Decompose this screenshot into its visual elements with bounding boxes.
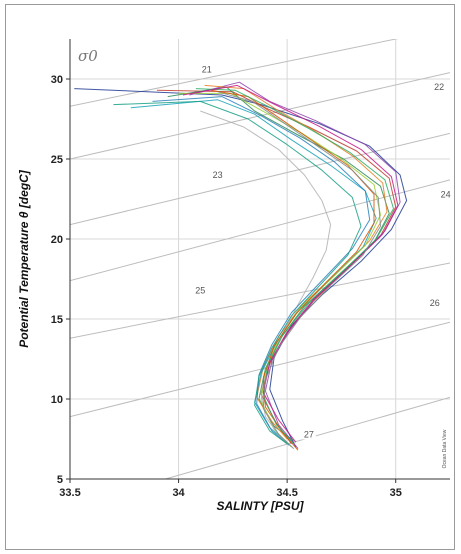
profile-line [211, 89, 375, 451]
axis-ticks: 33.5 34 34.5 35 5 10 15 20 25 30 [51, 74, 402, 499]
y-axis-title: Potential Temperature θ [degC] [17, 169, 31, 348]
ts-diagram: 21 22 23 24 25 26 27 33.5 34 34.5 35 5 10 15 20 25 30 σ… [17, 39, 453, 513]
profile-line [200, 110, 332, 438]
plot-area [70, 39, 450, 479]
profile-line [113, 100, 362, 445]
density-contour-line [70, 321, 450, 418]
profile-line [204, 84, 388, 440]
y-tick-label: 10 [51, 394, 63, 406]
x-tick-label: 35 [390, 487, 402, 499]
density-contour-label: 21 [202, 65, 212, 75]
density-contour-label: 23 [213, 170, 223, 180]
y-tick-label: 25 [51, 154, 63, 166]
density-contour-line [70, 39, 399, 107]
panel-label: σ0 [78, 47, 98, 65]
density-contour-label: 26 [430, 298, 440, 308]
x-tick-label: 33.5 [59, 487, 80, 499]
density-contour-label-bg [199, 65, 214, 75]
profile-line [217, 91, 381, 449]
density-contour-label-bg [193, 286, 208, 296]
density-contour-label: 24 [441, 189, 451, 199]
density-contour-label: 27 [304, 429, 314, 439]
y-tick-label: 20 [51, 234, 63, 246]
x-tick-label: 34 [172, 487, 185, 499]
density-contour-line [70, 132, 450, 226]
profile-line [74, 88, 408, 448]
odv-watermark: Ocean Data View [442, 429, 448, 468]
y-tick-label: 5 [57, 474, 63, 486]
y-tick-label: 30 [51, 74, 63, 86]
chart-frame: 21 22 23 24 25 26 27 33.5 34 34.5 35 5 10 15 20 25 30 σ… [5, 4, 455, 550]
density-contour-label-bg [432, 83, 447, 93]
profile-line [178, 92, 381, 448]
x-tick-label: 34.5 [276, 487, 297, 499]
density-contour-label-bg [427, 299, 442, 309]
gridlines [69, 39, 450, 480]
x-axis-title: SALINTY [PSU] [216, 499, 304, 513]
profile-lines [74, 81, 408, 451]
density-contour-label-bg [438, 190, 453, 200]
density-contour-line [70, 262, 450, 339]
density-contour-label-bg [301, 430, 316, 440]
density-contour-label: 22 [434, 82, 444, 92]
density-contour-line [70, 179, 450, 282]
profile-line [152, 96, 371, 446]
density-contour-labels: 21 22 23 24 25 26 27 [193, 65, 453, 440]
density-contour-label-bg [210, 171, 225, 181]
density-contour-label: 25 [195, 285, 205, 295]
density-contours [70, 39, 450, 479]
y-tick-label: 15 [51, 314, 63, 326]
